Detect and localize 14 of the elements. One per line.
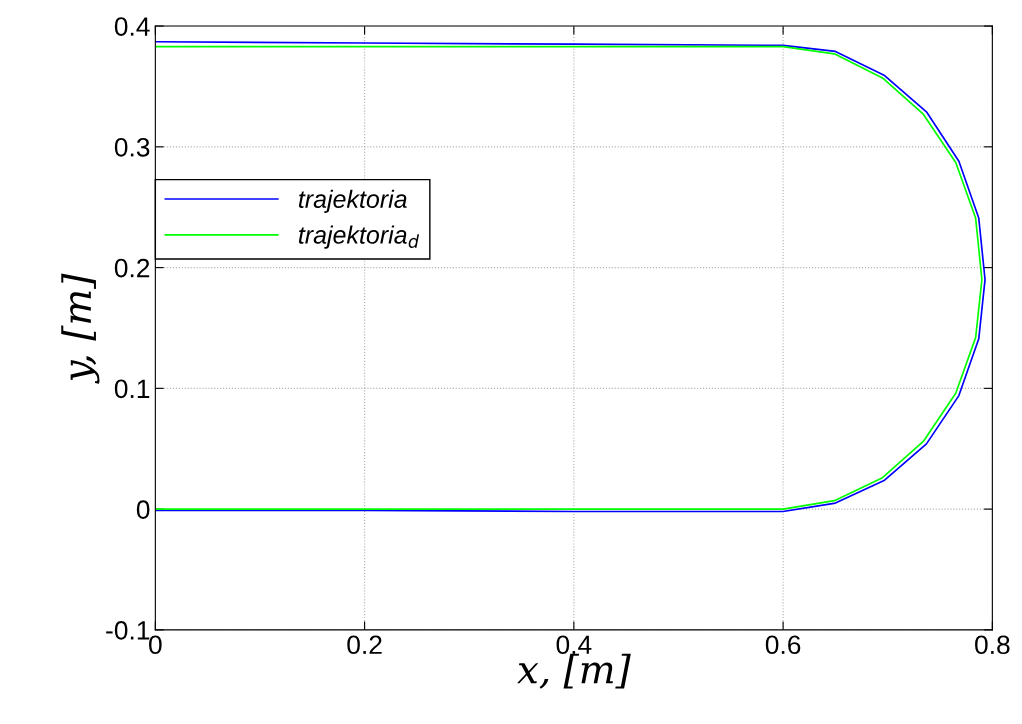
x-axis-title: x, [m]: [517, 653, 631, 689]
legend-label: trajektoria$_{d}$: [298, 225, 420, 249]
y-tick-label: 0.4: [114, 17, 150, 36]
legend-label: trajektoria: [298, 189, 407, 213]
x-tick-label: 0.2: [347, 635, 382, 655]
y-tick-label: 0.2: [114, 258, 150, 278]
x-tick-label: 0.8: [975, 635, 1010, 655]
y-tick-label: 0.3: [114, 137, 150, 157]
y-tick-label: 0: [136, 500, 150, 519]
x-tick-label: 0.4: [556, 635, 592, 655]
y-tick-label: 0.1: [114, 379, 150, 399]
y-axis-title: y, [m]: [61, 273, 100, 384]
x-tick-label: 0.6: [765, 635, 801, 655]
y-tick-label: -0.1: [106, 621, 150, 640]
